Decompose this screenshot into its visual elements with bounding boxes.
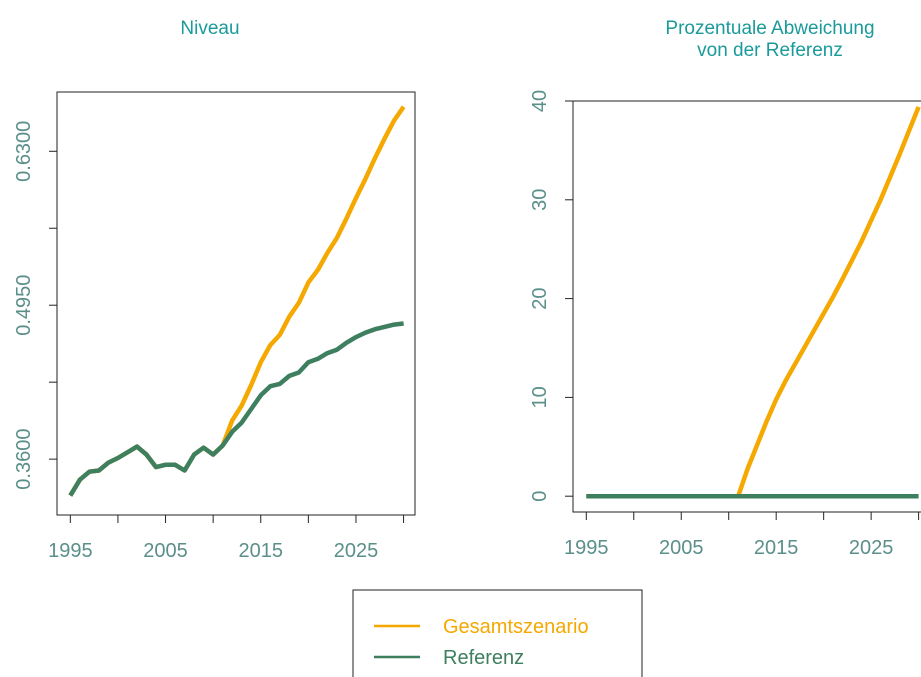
x-tick-label: 2015 [239, 540, 284, 562]
y-tick-label: 20 [529, 287, 551, 309]
y-tick-label: 0.6300 [13, 121, 35, 182]
x-tick-label: 2025 [334, 540, 379, 562]
y-tick-label: 30 [529, 189, 551, 211]
data-line [68, 105, 406, 497]
y-tick-label: 0 [529, 491, 551, 502]
data-line [68, 321, 404, 497]
chart-title: Niveau [180, 18, 240, 39]
legend-label: Referenz [443, 647, 524, 669]
plot-frame [56, 91, 416, 516]
chart-title: Prozentuale Abweichung von der Referenz [665, 18, 875, 61]
y-tick-label: 0.3600 [13, 429, 35, 490]
x-tick-label: 2005 [659, 537, 704, 559]
x-tick-label: 2005 [143, 540, 188, 562]
y-tick-label: 40 [529, 90, 551, 112]
x-tick-label: 2015 [754, 537, 799, 559]
x-tick-label: 1995 [48, 540, 93, 562]
data-line [586, 106, 921, 499]
y-tick-label: 0.4950 [13, 275, 35, 336]
legend-box [352, 589, 643, 677]
x-tick-label: 2025 [849, 537, 894, 559]
plot-frame [572, 100, 921, 513]
y-tick-label: 10 [529, 386, 551, 408]
x-tick-label: 1995 [564, 537, 609, 559]
legend-label: Gesamtszenario [443, 616, 589, 638]
